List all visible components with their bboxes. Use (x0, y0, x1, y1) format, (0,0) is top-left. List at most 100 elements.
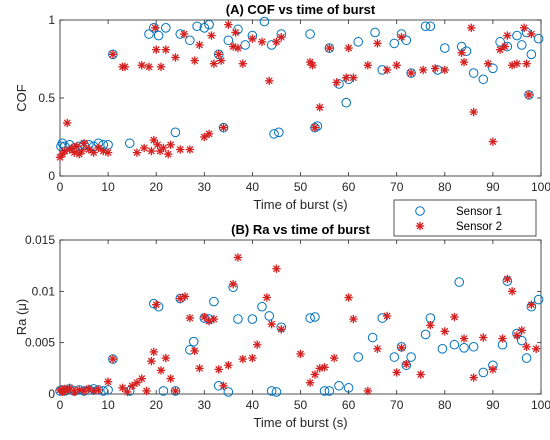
legend-label-sensor-1: Sensor 1 (456, 206, 502, 218)
data-point-sensor-2 (397, 32, 406, 42)
chart-title: (B) Ra vs time of burst (231, 222, 370, 237)
y-tick-label: 0.015 (25, 233, 55, 247)
data-point-sensor-2 (152, 300, 161, 309)
data-point-sensor-2 (450, 312, 459, 322)
data-point-sensor-2 (185, 313, 195, 323)
data-point-sensor-2 (204, 129, 214, 139)
data-point-sensor-1 (218, 122, 229, 133)
data-point-sensor-1 (240, 40, 250, 50)
data-point-sensor-2 (209, 59, 219, 68)
data-point-sensor-1 (425, 21, 436, 32)
data-point-sensor-2 (219, 123, 228, 132)
y-tick-label: 0.005 (25, 336, 55, 350)
data-point-sensor-1 (526, 49, 537, 60)
legend-marker-sensor-2 (415, 221, 425, 231)
data-point-sensor-2 (265, 76, 274, 86)
data-point-sensor-2 (503, 31, 512, 40)
data-point-sensor-2 (195, 364, 204, 373)
x-tick-label: 100 (531, 180, 550, 194)
data-point-sensor-2 (137, 61, 146, 70)
data-point-sensor-2 (503, 274, 512, 284)
data-point-sensor-1 (389, 38, 400, 49)
data-point-sensor-2 (209, 314, 219, 324)
x-tick-label: 100 (531, 398, 550, 412)
data-point-sensor-2 (248, 34, 257, 43)
data-point-sensor-2 (267, 319, 276, 329)
data-point-sensor-2 (416, 370, 425, 379)
data-point-sensor-1 (488, 63, 498, 74)
data-point-sensor-2 (120, 62, 130, 71)
data-point-sensor-2 (406, 68, 416, 78)
data-point-sensor-1 (264, 311, 275, 321)
data-point-sensor-2 (488, 365, 498, 374)
series-sensor-2 (55, 20, 536, 162)
data-point-sensor-2 (159, 143, 168, 153)
data-point-sensor-2 (144, 62, 154, 71)
data-point-sensor-2 (108, 354, 118, 364)
x-tick-label: 30 (198, 180, 212, 194)
data-point-sensor-1 (449, 339, 460, 350)
data-point-sensor-2 (315, 103, 324, 112)
data-point-sensor-2 (522, 342, 531, 351)
data-point-sensor-2 (527, 29, 536, 39)
data-point-sensor-2 (329, 353, 339, 363)
data-point-sensor-1 (188, 336, 199, 347)
data-point-sensor-2 (308, 61, 317, 70)
data-point-sensor-2 (277, 325, 286, 334)
data-point-sensor-2 (185, 145, 195, 154)
series-sensor-1 (56, 16, 544, 153)
data-point-sensor-2 (200, 132, 209, 142)
data-point-sensor-1 (153, 30, 164, 41)
y-tick-label: 0 (48, 387, 55, 401)
legend-glyph (415, 221, 425, 231)
data-point-sensor-2 (180, 292, 190, 301)
data-point-sensor-2 (147, 356, 156, 366)
data-point-sensor-2 (233, 43, 243, 53)
data-point-sensor-2 (153, 140, 162, 149)
data-point-sensor-1 (324, 43, 335, 53)
legend: Sensor 1 Sensor 2 (393, 199, 537, 237)
data-point-sensor-1 (341, 97, 351, 108)
legend-marker-sensor-1 (415, 206, 425, 216)
data-point-sensor-2 (147, 146, 156, 156)
x-tick-label: 70 (390, 180, 404, 194)
data-point-sensor-2 (495, 45, 505, 54)
data-point-sensor-1 (512, 30, 522, 41)
data-point-sensor-2 (349, 314, 358, 324)
data-point-sensor-2 (238, 354, 247, 364)
data-point-sensor-2 (527, 300, 536, 309)
x-axis-label: Time of burst (s) (253, 197, 347, 212)
data-point-sensor-2 (457, 48, 466, 57)
data-point-sensor-2 (190, 56, 199, 65)
data-point-sensor-2 (531, 344, 541, 354)
data-point-sensor-2 (166, 374, 175, 383)
data-point-sensor-2 (440, 65, 449, 75)
data-point-sensor-1 (305, 313, 315, 323)
data-point-sensor-2 (171, 386, 180, 396)
data-point-sensor-1 (406, 68, 416, 78)
data-point-sensor-2 (341, 73, 351, 82)
x-tick-label: 90 (486, 398, 500, 412)
data-point-sensor-1 (459, 343, 469, 353)
data-point-sensor-2 (214, 365, 223, 374)
data-point-sensor-1 (319, 386, 330, 396)
data-point-sensor-1 (247, 314, 258, 324)
data-point-sensor-1 (223, 387, 234, 397)
x-axis-label: Time of burst (s) (253, 415, 347, 430)
x-tick-label: 0 (57, 398, 64, 412)
data-point-sensor-2 (344, 43, 353, 53)
data-point-sensor-2 (142, 386, 151, 396)
data-point-sensor-2 (402, 360, 411, 369)
x-tick-label: 50 (294, 180, 308, 194)
data-point-sensor-1 (406, 352, 416, 362)
data-point-sensor-2 (488, 137, 498, 146)
data-point-sensor-2 (296, 349, 305, 359)
data-point-sensor-2 (207, 31, 216, 40)
data-point-sensor-2 (382, 311, 392, 321)
data-point-sensor-1 (209, 296, 219, 307)
data-point-sensor-1 (274, 127, 284, 138)
x-tick-label: 60 (342, 398, 356, 412)
data-point-sensor-2 (176, 145, 185, 154)
data-point-sensor-2 (228, 279, 238, 289)
